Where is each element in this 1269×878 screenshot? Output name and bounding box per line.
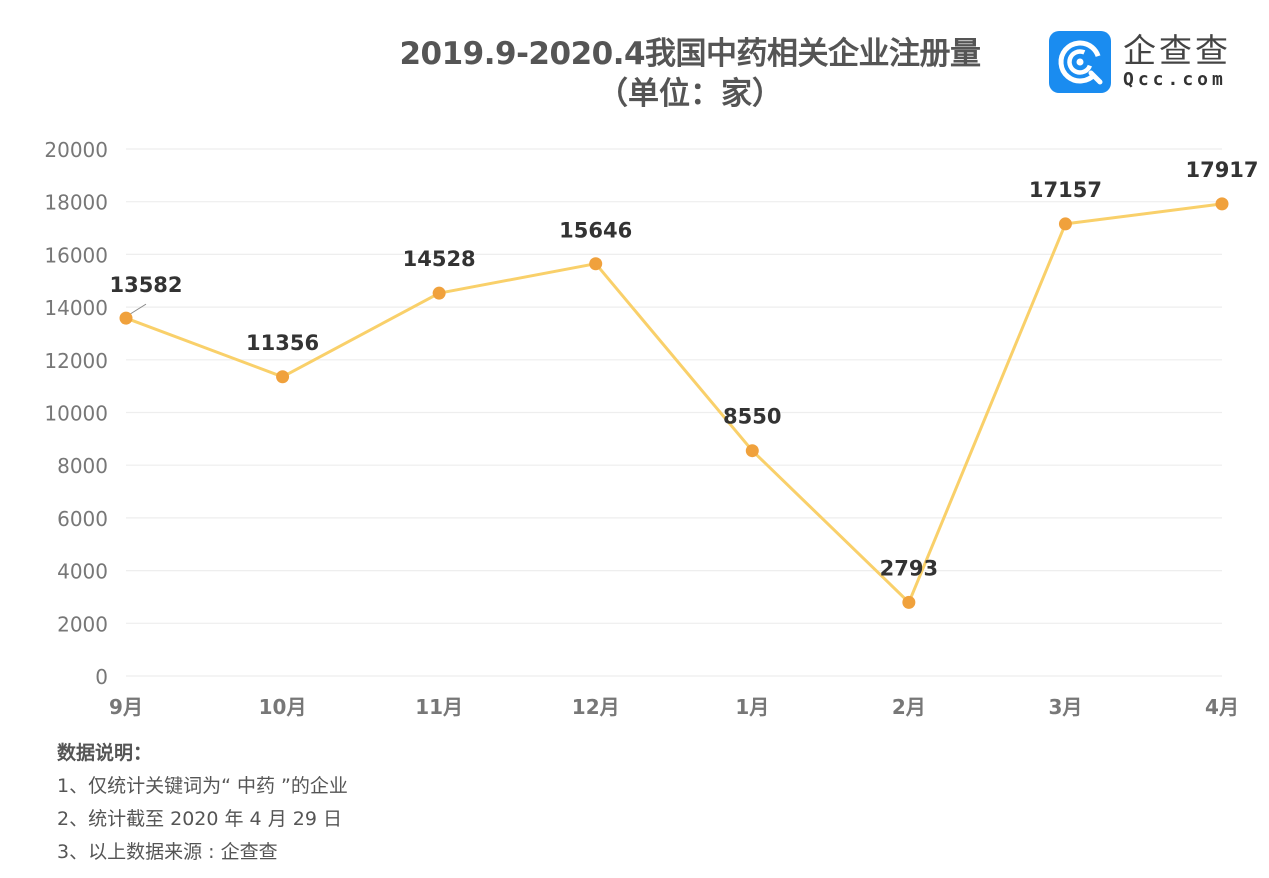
data-point [745,444,759,458]
chart-title: 2019.9-2020.4我国中药相关企业注册量 （单位：家） [330,34,1050,114]
data-label: 17917 [1185,158,1258,182]
data-point [1215,197,1229,211]
note-item: 3、以上数据来源 : 企查查 [57,841,278,863]
data-label: 14528 [403,247,476,271]
y-tick-label: 14000 [44,296,108,320]
x-tick-label: 4月 [1205,695,1239,719]
x-tick-label: 3月 [1048,695,1082,719]
data-label: 13582 [109,273,182,297]
data-point [589,257,603,271]
chart-title-unit: （单位：家） [597,76,783,112]
line-chart: 0 2000 4000 6000 8000 10000 12000 14000 16000 180… [44,138,1258,719]
data-label: 11356 [246,331,319,355]
data-labels: 13582 11356 14528 15646 8550 2793 17157 17917 [109,158,1258,581]
x-tick-label: 1月 [735,695,769,719]
notes-title: 数据说明： [57,742,153,764]
data-point [119,311,133,325]
data-point [1058,217,1072,231]
y-tick-label: 10000 [44,402,108,426]
label-leader-line [129,303,147,315]
y-tick-label: 18000 [44,191,108,215]
data-point [902,595,916,609]
series-line [125,202,1223,604]
qcc-logo: 企查查 Qcc.com [1049,31,1231,93]
logo-name-cn: 企查查 [1123,31,1231,70]
y-tick-label: 0 [95,665,108,689]
x-tick-label: 2月 [892,695,926,719]
gridlines [126,148,1222,677]
data-label: 8550 [723,405,781,429]
y-axis-ticks: 0 2000 4000 6000 8000 10000 12000 14000 16000 180… [44,138,108,689]
qcc-logo-icon [1049,31,1111,93]
data-markers [119,197,1229,609]
chart-title-main: 2019.9-2020.4我国中药相关企业注册量 [399,36,981,72]
y-tick-label: 6000 [57,507,108,531]
data-label: 17157 [1029,178,1102,202]
y-tick-label: 2000 [57,612,108,636]
y-tick-label: 8000 [57,454,108,478]
data-point [432,286,446,300]
data-label: 15646 [559,219,632,243]
note-item: 2、统计截至 2020 年 4 月 29 日 [57,808,342,830]
x-tick-label: 12月 [572,695,620,719]
x-axis-ticks: 9月 10月 11月 12月 1月 2月 3月 4月 [109,695,1239,719]
y-tick-label: 16000 [44,243,108,267]
logo-name-en: Qcc.com [1123,69,1227,90]
y-tick-label: 4000 [57,560,108,584]
note-item: 1、仅统计关键词为“ 中药 ”的企业 [57,775,348,797]
x-tick-label: 11月 [415,695,463,719]
y-tick-label: 20000 [44,138,108,162]
data-notes: 数据说明： 1、仅统计关键词为“ 中药 ”的企业 2、统计截至 2020 年 4… [57,737,348,869]
y-tick-label: 12000 [44,349,108,373]
x-tick-label: 9月 [109,695,143,719]
data-label: 2793 [880,556,938,580]
data-point [276,370,290,384]
x-tick-label: 10月 [259,695,307,719]
